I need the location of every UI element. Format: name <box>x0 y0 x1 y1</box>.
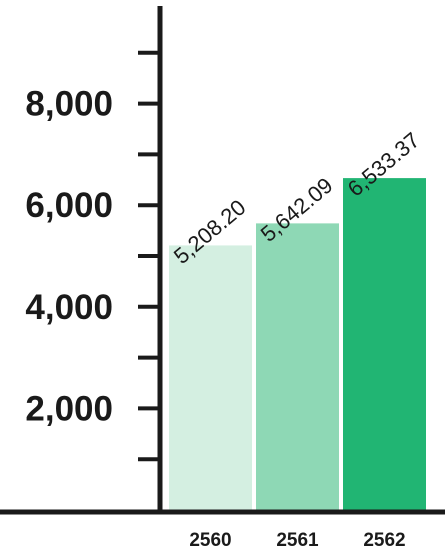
x-tick-label-2562: 2562 <box>363 530 405 551</box>
bar-2561 <box>256 223 339 510</box>
bars-group <box>169 178 426 510</box>
x-axis: 2560 2561 2562 <box>0 509 445 551</box>
y-tick-label: 6,000 <box>25 186 113 225</box>
y-tick-label: 2,000 <box>25 389 113 428</box>
bar-2562 <box>343 178 426 510</box>
x-tick-label-2560: 2560 <box>189 530 231 551</box>
x-tick-label-2561: 2561 <box>276 530 319 551</box>
bar-2560 <box>169 245 252 510</box>
y-tick-label: 4,000 <box>25 288 113 327</box>
y-tick-label: 8,000 <box>25 85 113 124</box>
y-axis: 2,000 4,000 6,000 8,000 <box>25 6 163 512</box>
